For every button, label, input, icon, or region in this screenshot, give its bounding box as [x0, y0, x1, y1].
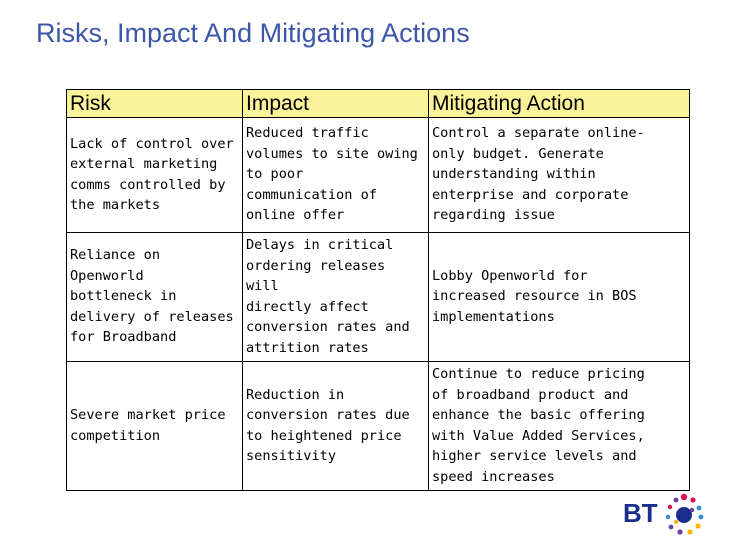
header-impact: Impact: [242, 89, 429, 118]
mitigating-action-cell: Continue to reduce pricing of broadband …: [428, 361, 690, 491]
header-mitigating-action: Mitigating Action: [428, 89, 690, 118]
bt-logo-graphic: BT: [623, 493, 704, 535]
impact-cell: Delays in critical ordering releases wil…: [242, 232, 429, 362]
bt-logo: BT: [622, 488, 710, 536]
table-row: Severe market price competition Reductio…: [66, 361, 690, 491]
mitigating-action-cell: Control a separate online- only budget. …: [428, 117, 690, 233]
risk-cell: Reliance on Openworld bottleneck in deli…: [66, 232, 243, 362]
risk-impact-table: Risk Impact Mitigating Action Lack of co…: [66, 89, 690, 491]
risk-cell: Lack of control over external marketing …: [66, 117, 243, 233]
impact-cell: Reduced traffic volumes to site owing to…: [242, 117, 429, 233]
slide-title: Risks, Impact And Mitigating Actions: [36, 18, 470, 48]
table-row: Lack of control over external marketing …: [66, 117, 690, 233]
header-risk: Risk: [66, 89, 243, 118]
risk-cell: Severe market price competition: [66, 361, 243, 491]
table-header-row: Risk Impact Mitigating Action: [66, 89, 690, 118]
impact-cell: Reduction in conversion rates due to hei…: [242, 361, 429, 491]
logo-text: BT: [623, 498, 658, 528]
bt-globe-icon: [665, 493, 704, 535]
mitigating-action-cell: Lobby Openworld for increased resource i…: [428, 232, 690, 362]
table-row: Reliance on Openworld bottleneck in deli…: [66, 232, 690, 362]
